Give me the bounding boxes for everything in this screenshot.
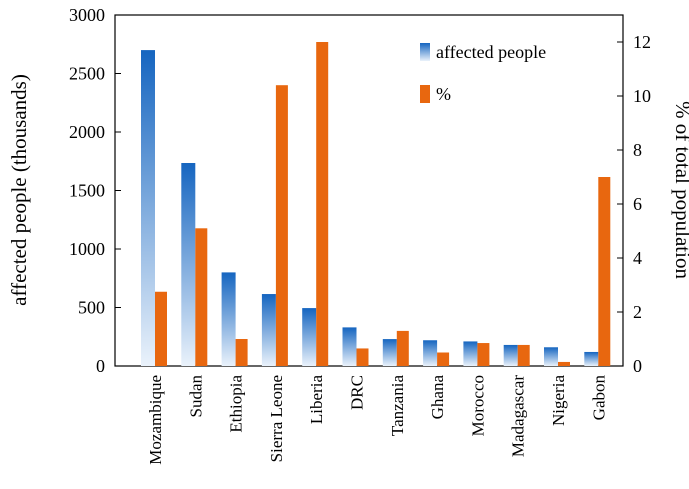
bar	[396, 330, 409, 366]
bar	[584, 351, 599, 366]
y2-tick-label: 4	[633, 248, 642, 268]
bar	[517, 344, 530, 366]
y2-tick-label: 8	[633, 140, 642, 160]
bar	[275, 85, 288, 366]
y-tick-label: 0	[96, 356, 105, 376]
y2-tick-label: 6	[633, 194, 642, 214]
x-tick-label: Madagascar	[509, 375, 528, 457]
bar	[598, 177, 611, 366]
x-tick-label: Sudan	[186, 375, 205, 418]
y2-tick-label: 10	[633, 86, 651, 106]
x-tick-label: Mozambique	[146, 375, 165, 465]
bar	[141, 50, 155, 366]
bar	[423, 340, 438, 366]
y-tick-label: 1500	[69, 181, 105, 201]
legend-label: affected people	[436, 42, 546, 62]
x-tick-label: Ethiopia	[227, 375, 246, 433]
bar	[356, 348, 369, 366]
y-tick-label: 1000	[69, 239, 105, 259]
x-tick-label: Morocco	[468, 375, 487, 436]
bar	[382, 339, 397, 366]
x-tick-label: Ghana	[428, 375, 447, 420]
y-tick-label: 500	[78, 298, 105, 318]
x-tick-label: Nigeria	[549, 375, 568, 426]
x-tick-label: Sierra Leone	[267, 375, 286, 462]
bar	[181, 163, 196, 366]
bar	[558, 361, 570, 366]
y-tick-label: 2500	[69, 64, 105, 84]
y2-tick-label: 12	[633, 32, 651, 52]
y2-tick-label: 0	[633, 356, 642, 376]
y2-axis-label: % of total population	[671, 101, 689, 279]
bar	[316, 42, 329, 366]
legend-swatch	[420, 43, 430, 61]
y-tick-label: 2000	[69, 122, 105, 142]
bar	[477, 343, 490, 366]
x-tick-label: Tanzania	[388, 375, 407, 437]
bar	[342, 327, 357, 366]
y-axis-label: affected people (thousands)	[7, 74, 31, 306]
legend-label: %	[436, 84, 451, 104]
x-tick-label: Liberia	[307, 375, 326, 425]
bar	[155, 291, 167, 366]
bar	[221, 272, 236, 366]
bar	[503, 344, 518, 366]
bar	[235, 339, 248, 366]
bar	[437, 352, 450, 366]
bar	[195, 228, 208, 366]
x-tick-label: DRC	[348, 375, 367, 410]
x-tick-label: Gabon	[589, 375, 608, 421]
bar	[261, 294, 276, 366]
legend-swatch	[420, 85, 430, 103]
bar	[302, 308, 317, 366]
bar	[544, 347, 558, 366]
y-tick-label: 3000	[69, 5, 105, 25]
bar	[463, 341, 478, 366]
y2-tick-label: 2	[633, 302, 642, 322]
